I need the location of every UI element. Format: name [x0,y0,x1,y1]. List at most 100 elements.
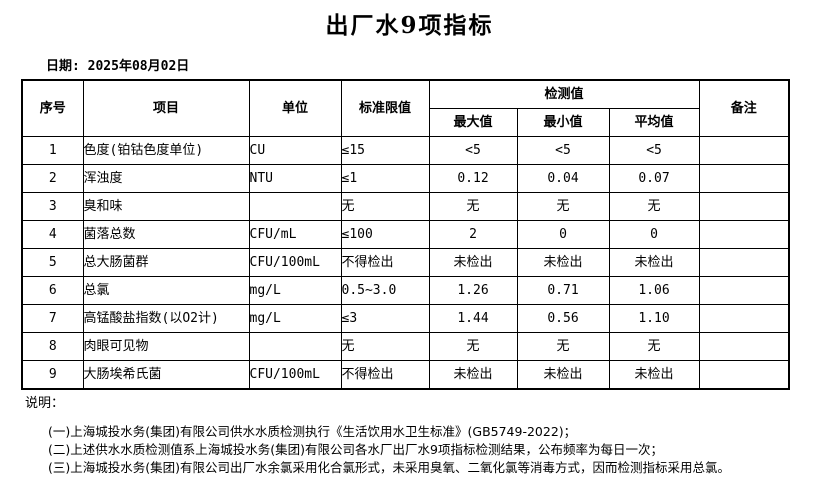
cell-unit: CFU/mL [248,220,342,249]
cell-seq: 1 [21,136,84,165]
cell-avg: 1.10 [608,304,700,333]
table-row: 8 肉眼可见物 无 无 无 无 [21,332,790,361]
cell-limit: 无 [340,192,430,221]
cell-avg: 未检出 [608,248,700,277]
note-line: (二)上述供水水质检测值系上海城投水务(集团)有限公司各水厂出厂水9项指标检测结… [48,442,663,457]
cell-limit: ≤3 [340,304,430,333]
cell-remark [698,220,790,249]
cell-unit: CU [248,136,342,165]
table-row: 3 臭和味 无 无 无 无 [21,192,790,221]
cell-item: 总大肠菌群 [82,248,250,277]
cell-min: <5 [516,136,610,165]
table-row: 1 色度(铂钴色度单位) CU ≤15 <5 <5 <5 [21,136,790,165]
cell-unit: NTU [248,164,342,193]
cell-max: 1.26 [428,276,518,305]
cell-item: 大肠埃希氏菌 [82,360,250,390]
cell-min: 未检出 [516,360,610,390]
cell-unit: mg/L [248,304,342,333]
header-max: 最大值 [428,108,518,137]
cell-min: 无 [516,192,610,221]
table-row: 7 高锰酸盐指数(以O2计) mg/L ≤3 1.44 0.56 1.10 [21,304,790,333]
header-item: 项目 [82,79,250,137]
cell-min: 0 [516,220,610,249]
cell-limit: ≤1 [340,164,430,193]
cell-unit [248,332,342,361]
table-row: 6 总氯 mg/L 0.5~3.0 1.26 0.71 1.06 [21,276,790,305]
header-limit: 标准限值 [340,79,430,137]
cell-avg: 未检出 [608,360,700,390]
cell-item: 肉眼可见物 [82,332,250,361]
cell-max: 1.44 [428,304,518,333]
table-header: 序号 项目 单位 标准限值 检测值 备注 最大值 最小值 平均值 [21,79,790,137]
cell-remark [698,136,790,165]
notes-heading: 说明： [25,396,65,411]
cell-max: 未检出 [428,360,518,390]
cell-item: 臭和味 [82,192,250,221]
header-avg: 平均值 [608,108,700,137]
cell-min: 0.56 [516,304,610,333]
table-row: 4 菌落总数 CFU/mL ≤100 2 0 0 [21,220,790,249]
cell-unit: CFU/100mL [248,248,342,277]
cell-item: 总氯 [82,276,250,305]
cell-seq: 4 [21,220,84,249]
cell-item: 高锰酸盐指数(以O2计) [82,304,250,333]
table-row: 9 大肠埃希氏菌 CFU/100mL 不得检出 未检出 未检出 未检出 [21,360,790,390]
cell-seq: 2 [21,164,84,193]
cell-max: 无 [428,192,518,221]
cell-min: 0.04 [516,164,610,193]
cell-max: 无 [428,332,518,361]
cell-avg: <5 [608,136,700,165]
cell-avg: 0.07 [608,164,700,193]
cell-remark [698,276,790,305]
table-body: 1 色度(铂钴色度单位) CU ≤15 <5 <5 <5 2 浑浊度 NTU ≤… [21,136,790,390]
water-quality-table: 序号 项目 单位 标准限值 检测值 备注 最大值 最小值 平均值 1 色度(铂钴… [21,79,791,390]
page-title: 出厂水9项指标 [325,12,494,39]
cell-remark [698,304,790,333]
table-row: 2 浑浊度 NTU ≤1 0.12 0.04 0.07 [21,164,790,193]
cell-seq: 5 [21,248,84,277]
header-remark: 备注 [698,79,790,137]
cell-min: 未检出 [516,248,610,277]
cell-remark [698,164,790,193]
cell-item: 色度(铂钴色度单位) [82,136,250,165]
cell-limit: 不得检出 [340,248,430,277]
cell-unit [248,192,342,221]
cell-max: <5 [428,136,518,165]
note-line: (一)上海城投水务(集团)有限公司供水水质检测执行《生活饮用水卫生标准》(GB5… [48,424,577,439]
cell-limit: ≤15 [340,136,430,165]
cell-item: 菌落总数 [82,220,250,249]
table-row: 5 总大肠菌群 CFU/100mL 不得检出 未检出 未检出 未检出 [21,248,790,277]
cell-limit: 0.5~3.0 [340,276,430,305]
cell-remark [698,248,790,277]
cell-item: 浑浊度 [82,164,250,193]
cell-remark [698,192,790,221]
cell-avg: 1.06 [608,276,700,305]
header-seq: 序号 [21,79,84,137]
cell-min: 无 [516,332,610,361]
cell-avg: 0 [608,220,700,249]
cell-unit: CFU/100mL [248,360,342,390]
cell-avg: 无 [608,192,700,221]
cell-avg: 无 [608,332,700,361]
cell-max: 2 [428,220,518,249]
cell-limit: ≤100 [340,220,430,249]
header-detection-group: 检测值 [428,79,700,109]
cell-seq: 3 [21,192,84,221]
notes-list: (一)上海城投水务(集团)有限公司供水水质检测执行《生活饮用水卫生标准》(GB5… [48,423,730,477]
cell-max: 0.12 [428,164,518,193]
report-date: 日期: 2025年08月02日 [46,59,190,74]
cell-seq: 7 [21,304,84,333]
cell-min: 0.71 [516,276,610,305]
cell-limit: 不得检出 [340,360,430,390]
cell-unit: mg/L [248,276,342,305]
note-line: (三)上海城投水务(集团)有限公司出厂水余氯采用化合氯形式，未采用臭氧、二氧化氯… [48,460,731,475]
cell-seq: 8 [21,332,84,361]
cell-remark [698,360,790,390]
cell-limit: 无 [340,332,430,361]
header-unit: 单位 [248,79,342,137]
cell-remark [698,332,790,361]
cell-seq: 9 [21,360,84,390]
cell-max: 未检出 [428,248,518,277]
cell-seq: 6 [21,276,84,305]
